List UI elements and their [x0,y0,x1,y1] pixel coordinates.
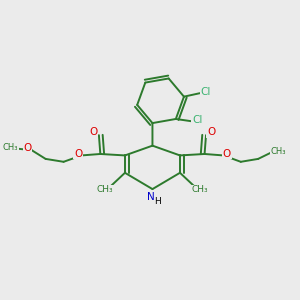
Text: Cl: Cl [192,116,202,125]
Text: CH₃: CH₃ [97,185,114,194]
Text: CH₃: CH₃ [3,143,18,152]
Text: O: O [74,149,82,159]
Text: O: O [90,127,98,137]
Text: CH₃: CH₃ [191,185,208,194]
Text: CH₃: CH₃ [271,147,286,156]
Text: N: N [147,192,155,202]
Text: Cl: Cl [200,87,211,97]
Text: O: O [207,127,215,137]
Text: O: O [24,143,32,154]
Text: H: H [154,197,161,206]
Text: O: O [223,149,231,159]
